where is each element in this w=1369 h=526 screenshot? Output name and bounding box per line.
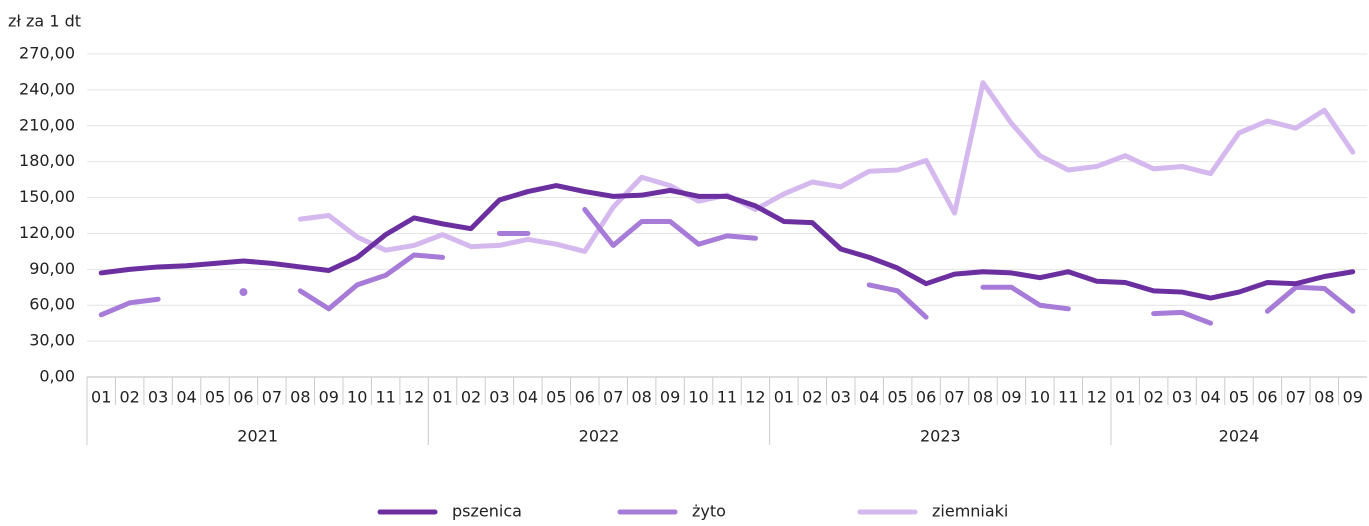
y-tick-label: 30,00 [29, 331, 75, 350]
x-tick-label: 09 [660, 388, 680, 407]
x-tick-label: 12 [1087, 388, 1107, 407]
x-tick-label: 09 [1343, 388, 1363, 407]
year-label: 2021 [237, 427, 278, 446]
legend-label: ziemniaki [932, 502, 1008, 521]
line [980, 284, 1071, 312]
line [1151, 309, 1214, 326]
x-tick-label: 09 [1001, 388, 1021, 407]
x-tick-label: 08 [1314, 388, 1334, 407]
line [866, 282, 929, 320]
x-tick-label: 03 [1172, 388, 1192, 407]
x-tick-label: 07 [944, 388, 964, 407]
legend-label: żyto [692, 502, 726, 521]
x-tick-label: 07 [262, 388, 282, 407]
x-tick-label: 08 [290, 388, 310, 407]
x-tick-label: 04 [859, 388, 879, 407]
y-tick-label: 150,00 [19, 187, 75, 206]
x-tick-label: 11 [717, 388, 737, 407]
y-tick-label: 270,00 [19, 44, 75, 63]
x-tick-label: 02 [461, 388, 481, 407]
year-label: 2023 [920, 427, 961, 446]
y-tick-label: 0,00 [39, 367, 75, 386]
x-tick-label: 01 [91, 388, 111, 407]
legend-label: pszenica [452, 502, 522, 521]
x-tick-label: 07 [1286, 388, 1306, 407]
year-label: 2024 [1219, 427, 1260, 446]
x-tick-label: 08 [631, 388, 651, 407]
x-tick-label: 10 [1030, 388, 1050, 407]
x-tick-label: 03 [489, 388, 509, 407]
x-tick-label: 01 [432, 388, 452, 407]
x-tick-label: 05 [205, 388, 225, 407]
x-tick-label: 05 [1229, 388, 1249, 407]
x-tick-label: 12 [404, 388, 424, 407]
x-tick-label: 04 [176, 388, 196, 407]
line [98, 296, 161, 318]
x-tick-label: 07 [603, 388, 623, 407]
x-tick-label: 11 [375, 388, 395, 407]
point [239, 288, 248, 297]
x-tick-label: 03 [831, 388, 851, 407]
year-label: 2022 [579, 427, 620, 446]
y-tick-label: 240,00 [19, 79, 75, 98]
x-tick-label: 06 [916, 388, 936, 407]
x-tick-label: 09 [319, 388, 339, 407]
x-tick-label: 02 [119, 388, 139, 407]
x-tick-label: 03 [148, 388, 168, 407]
x-tick-label: 10 [347, 388, 367, 407]
x-tick-label: 04 [1200, 388, 1220, 407]
x-tick-label: 02 [802, 388, 822, 407]
x-tick-label: 02 [1143, 388, 1163, 407]
x-tick-label: 06 [233, 388, 253, 407]
x-tick-label: 08 [973, 388, 993, 407]
line [582, 207, 758, 248]
line [297, 252, 446, 312]
x-tick-label: 05 [546, 388, 566, 407]
x-tick-label: 01 [1115, 388, 1135, 407]
y-axis-label: zł za 1 dt [8, 12, 81, 31]
y-tick-label: 120,00 [19, 223, 75, 242]
x-tick-label: 10 [688, 388, 708, 407]
line [98, 183, 1356, 301]
x-tick-label: 06 [575, 388, 595, 407]
y-tick-label: 90,00 [29, 259, 75, 278]
x-tick-label: 05 [887, 388, 907, 407]
x-tick-label: 06 [1257, 388, 1277, 407]
x-tick-label: 01 [774, 388, 794, 407]
line [1264, 284, 1356, 314]
x-tick-label: 12 [745, 388, 765, 407]
x-tick-label: 11 [1058, 388, 1078, 407]
y-tick-label: 180,00 [19, 151, 75, 170]
line [297, 80, 1356, 254]
y-tick-label: 60,00 [29, 295, 75, 314]
y-tick-label: 210,00 [19, 115, 75, 134]
x-tick-label: 04 [518, 388, 538, 407]
